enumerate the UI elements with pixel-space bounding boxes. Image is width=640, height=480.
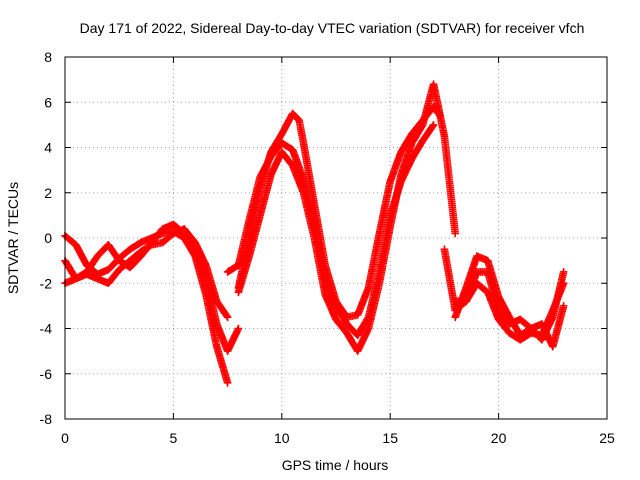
x-tick-label: 25	[599, 430, 615, 446]
series-group	[61, 225, 232, 321]
y-tick-label: 6	[44, 94, 52, 110]
x-tick-label: 0	[61, 430, 69, 446]
data-point	[223, 379, 232, 387]
x-tick-label: 15	[382, 430, 398, 446]
y-tick-label: 0	[44, 230, 52, 246]
y-axis-label: SDTVAR / TECUs	[5, 182, 21, 294]
chart-title: Day 171 of 2022, Sidereal Day-to-day VTE…	[80, 20, 585, 36]
y-tick-label: -8	[40, 411, 53, 427]
data-point	[559, 279, 568, 288]
data-point	[223, 313, 232, 321]
data-point	[559, 268, 568, 276]
y-tick-label: -4	[40, 321, 53, 337]
series-group	[451, 279, 568, 344]
y-tick-label: 4	[44, 140, 52, 156]
axis-ticks: 0 5 10 15 20 25 -8 -6 -4 -2 0 2 4 6 8	[40, 49, 615, 446]
series-group	[234, 80, 460, 355]
y-tick-label: -2	[40, 275, 53, 291]
x-tick-label: 10	[274, 430, 290, 446]
series-group	[234, 102, 444, 321]
x-axis-label: GPS time / hours	[282, 457, 389, 473]
y-tick-label: 8	[44, 49, 52, 65]
data-point	[429, 121, 438, 129]
data-point	[234, 324, 243, 333]
y-tick-label: 2	[44, 185, 52, 201]
y-tick-label: -6	[40, 366, 53, 382]
x-tick-label: 5	[170, 430, 178, 446]
plot-frame	[64, 56, 608, 420]
data-series	[61, 80, 568, 387]
x-tick-label: 20	[491, 430, 507, 446]
data-point	[559, 302, 568, 310]
data-point	[451, 229, 460, 238]
